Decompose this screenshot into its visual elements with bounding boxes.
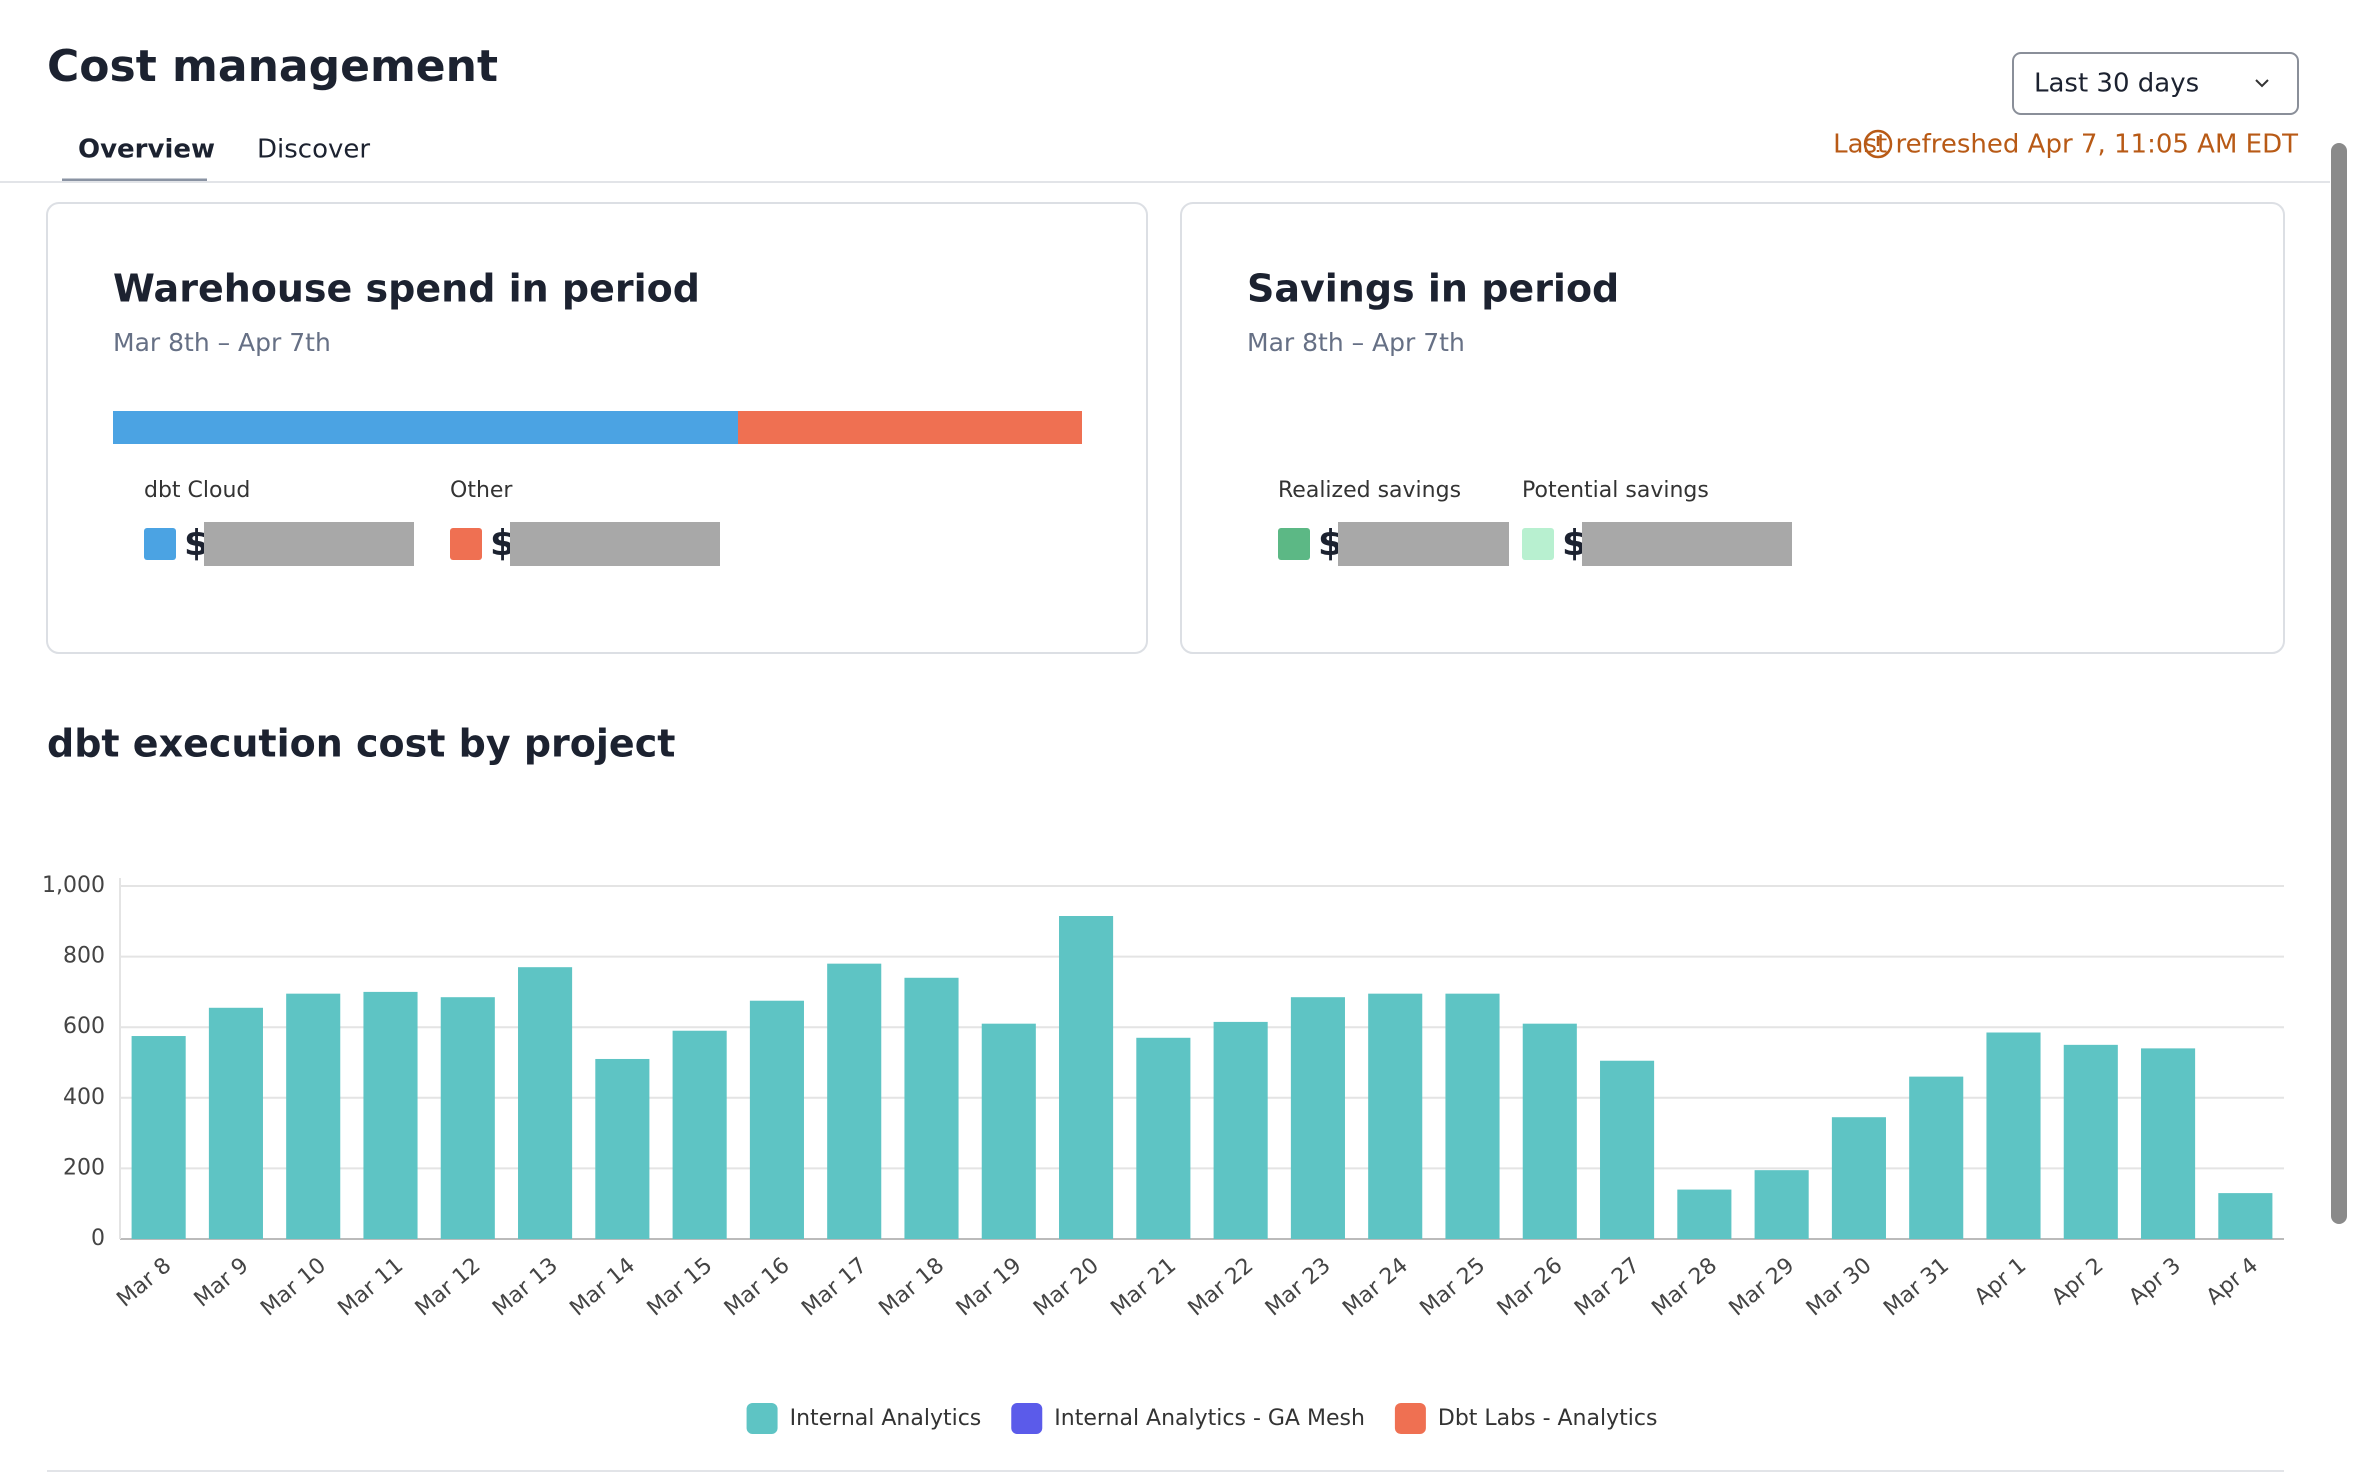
bar xyxy=(2063,1044,2118,1239)
card-subtitle: Mar 8th – Apr 7th xyxy=(113,328,331,357)
bar xyxy=(1831,1117,1886,1239)
legend-label[interactable]: Internal Analytics - GA Mesh xyxy=(1054,1406,1365,1431)
bar xyxy=(1909,1076,1964,1239)
bar xyxy=(672,1030,727,1239)
card-title: Savings in period xyxy=(1247,267,1619,311)
x-tick-label: Mar 21 xyxy=(1106,1253,1181,1321)
tab[interactable]: Overview xyxy=(78,135,215,165)
y-tick-label: 400 xyxy=(63,1085,105,1110)
bar xyxy=(904,977,959,1239)
redacted xyxy=(510,522,720,566)
card-title: Warehouse spend in period xyxy=(113,267,700,311)
refreshed: Last refreshed Apr 7, 11:05 AM EDT xyxy=(1833,130,2298,160)
x-tick-label: Mar 29 xyxy=(1725,1253,1800,1321)
x-tick-label: Apr 2 xyxy=(2047,1253,2108,1310)
x-tick-label: Mar 25 xyxy=(1416,1253,1491,1321)
x-tick-label: Mar 16 xyxy=(720,1253,795,1321)
x-tick-label: Mar 28 xyxy=(1647,1253,1722,1321)
bar xyxy=(1059,916,1114,1239)
legend-swatch[interactable] xyxy=(1394,1403,1426,1434)
spend-segment xyxy=(113,411,739,444)
spend-segment xyxy=(738,411,1082,444)
bar xyxy=(2141,1048,2196,1239)
legend-label[interactable]: Dbt Labs - Analytics xyxy=(1438,1406,1658,1431)
bar xyxy=(1368,993,1423,1239)
y-tick-label: 800 xyxy=(63,944,105,969)
bar xyxy=(1136,1037,1191,1239)
x-tick-label: Mar 19 xyxy=(952,1253,1027,1321)
legend-swatch xyxy=(144,528,176,560)
x-tick-label: Mar 22 xyxy=(1184,1253,1259,1321)
y-tick-label: 1,000 xyxy=(42,873,105,898)
period-label: Last 30 days xyxy=(2034,69,2199,99)
y-tick-label: 200 xyxy=(63,1155,105,1180)
bar xyxy=(131,1036,186,1239)
legend-label[interactable]: Internal Analytics xyxy=(790,1406,982,1431)
x-tick-label: Mar 14 xyxy=(565,1253,640,1321)
bar xyxy=(518,967,573,1239)
y-tick-label: 0 xyxy=(91,1226,105,1251)
bar xyxy=(1445,993,1500,1239)
x-tick-label: Mar 18 xyxy=(875,1253,950,1321)
redacted xyxy=(1582,522,1792,566)
x-tick-label: Mar 17 xyxy=(797,1253,872,1321)
scrollbar[interactable] xyxy=(2331,143,2347,1224)
x-tick-label: Apr 1 xyxy=(1970,1253,2031,1310)
tab[interactable]: Discover xyxy=(257,135,370,165)
x-tick-label: Mar 13 xyxy=(488,1253,563,1321)
bar xyxy=(1213,1021,1268,1239)
legend-label: Realized savings xyxy=(1278,478,1461,503)
bar xyxy=(286,993,341,1239)
card-subtitle: Mar 8th – Apr 7th xyxy=(1247,328,1465,357)
bar xyxy=(595,1058,650,1239)
y-tick-label: 600 xyxy=(63,1014,105,1039)
x-tick-label: Mar 24 xyxy=(1338,1253,1413,1321)
legend-swatch xyxy=(450,528,482,560)
bar xyxy=(1677,1189,1732,1239)
redacted xyxy=(1338,522,1509,566)
bar xyxy=(363,991,418,1239)
bar xyxy=(827,963,882,1239)
bar xyxy=(208,1007,263,1239)
x-tick-label: Mar 8 xyxy=(112,1253,176,1312)
legend-swatch[interactable] xyxy=(746,1403,778,1434)
x-tick-label: Mar 10 xyxy=(256,1253,331,1321)
x-tick-label: Mar 20 xyxy=(1029,1253,1104,1321)
bar xyxy=(981,1023,1036,1239)
bar xyxy=(1986,1032,2041,1239)
bar xyxy=(1522,1023,1577,1239)
bar xyxy=(749,1000,804,1239)
x-tick-label: Mar 27 xyxy=(1570,1253,1645,1321)
x-tick-label: Mar 23 xyxy=(1261,1253,1336,1321)
bar xyxy=(2218,1193,2273,1239)
legend-label: Other xyxy=(450,478,513,503)
legend-swatch[interactable] xyxy=(1011,1403,1043,1434)
page-title: Cost management xyxy=(47,41,498,92)
warning-icon xyxy=(1863,129,1893,159)
x-tick-label: Mar 31 xyxy=(1879,1253,1954,1321)
x-tick-label: Mar 12 xyxy=(411,1253,486,1321)
bar xyxy=(440,997,495,1239)
period-dropdown[interactable] xyxy=(2012,52,2299,115)
bar xyxy=(1754,1170,1809,1239)
legend-swatch xyxy=(1522,528,1554,560)
chart-title: dbt execution cost by project xyxy=(47,722,675,766)
x-tick-label: Mar 15 xyxy=(643,1253,718,1321)
x-tick-label: Apr 3 xyxy=(2124,1253,2185,1310)
x-tick-label: Mar 26 xyxy=(1493,1253,1568,1321)
x-tick-label: Mar 9 xyxy=(190,1253,254,1312)
legend-label: Potential savings xyxy=(1522,478,1709,503)
redacted xyxy=(204,522,414,566)
x-tick-label: Apr 4 xyxy=(2202,1253,2263,1310)
x-tick-label: Mar 11 xyxy=(334,1253,409,1321)
chevron xyxy=(2255,79,2269,88)
legend-label: dbt Cloud xyxy=(144,478,250,503)
bar xyxy=(1290,997,1345,1239)
bar xyxy=(1600,1060,1655,1239)
legend-swatch xyxy=(1278,528,1310,560)
x-tick-label: Mar 30 xyxy=(1802,1253,1877,1321)
